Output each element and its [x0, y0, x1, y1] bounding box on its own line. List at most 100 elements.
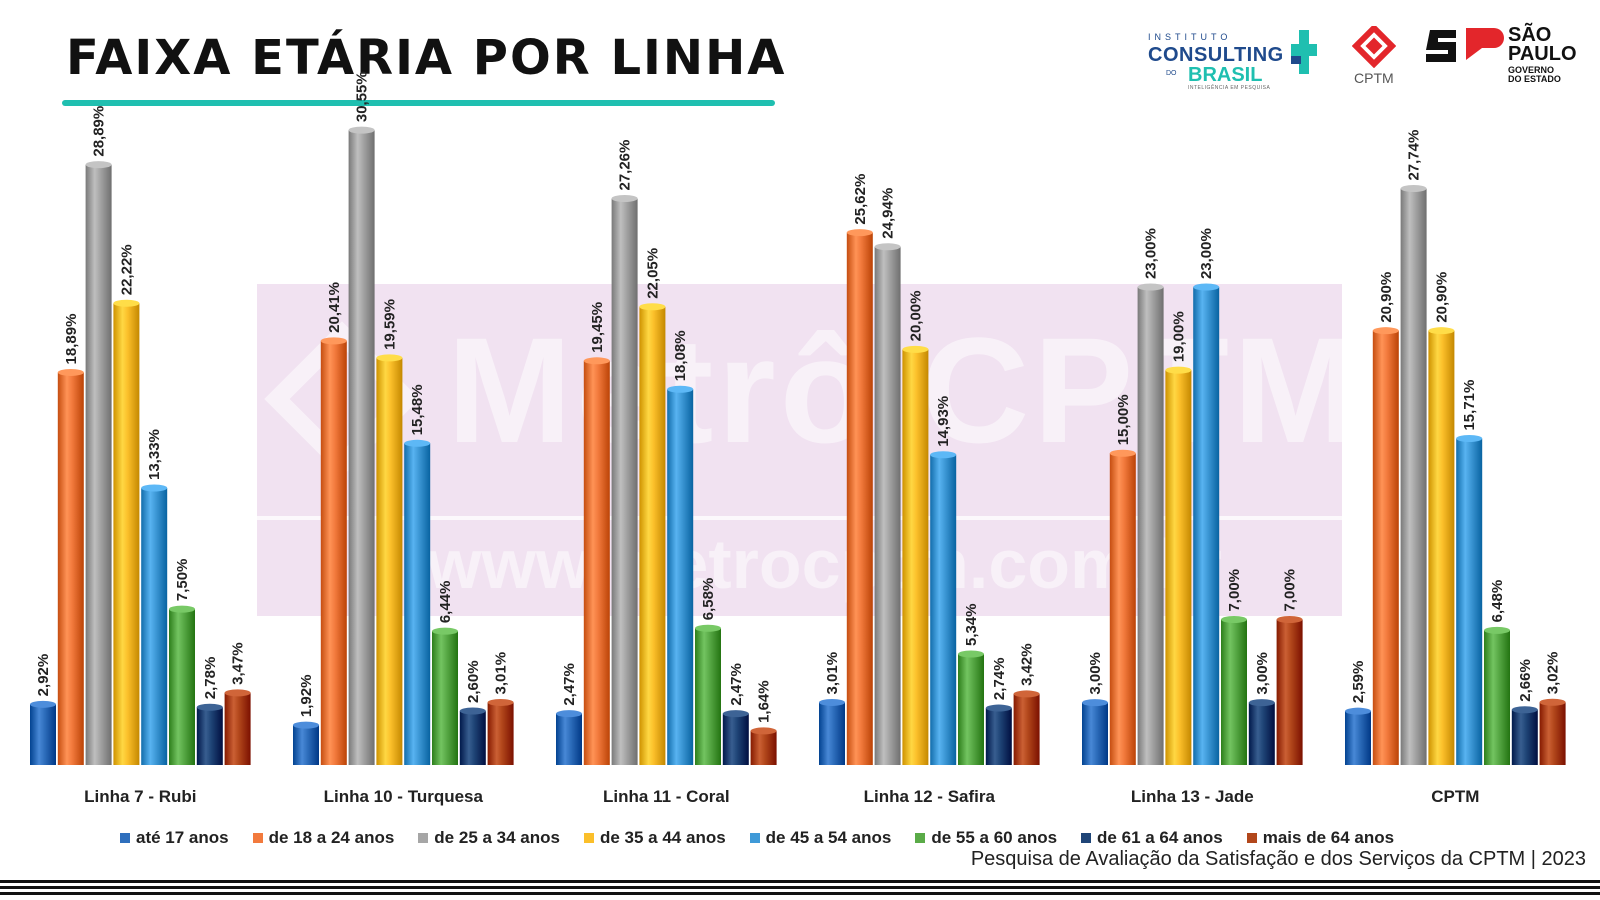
data-label: 22,05% [644, 248, 661, 299]
bar [1511, 709, 1538, 765]
watermark-divider [257, 516, 1342, 520]
legend-swatch [418, 833, 429, 843]
cptm-logo: CPTM [1351, 23, 1400, 88]
data-label: 6,44% [437, 581, 454, 624]
bar-cap [1248, 699, 1275, 707]
bar [376, 357, 403, 765]
bar [750, 730, 777, 765]
value-labels-layer: 2,92% 18,89% 28,89% 22,22% 13,33% 7,50% 2,78% 3… [35, 71, 1562, 723]
legend-label: mais de 64 anos [1262, 828, 1395, 847]
chart-legend: até 17 anos de 18 a 24 anos de 25 a 34 ano… [120, 828, 1394, 848]
data-label: 19,45% [589, 302, 606, 353]
data-label: 3,01% [824, 652, 841, 695]
bar-cap [1400, 185, 1427, 193]
bar-cap [1276, 616, 1303, 624]
data-label: 3,47% [230, 642, 247, 685]
legend-item: de 61 a 64 anos [1081, 828, 1223, 848]
bar-cap [376, 354, 403, 362]
data-label: 2,47% [561, 663, 578, 706]
bar-cap [639, 303, 666, 311]
bar-cap [459, 707, 486, 715]
bar-cap [30, 700, 56, 708]
bar-cap [1221, 616, 1247, 624]
category-label: Linha 13 - Jade [1131, 787, 1254, 806]
bar-cap [1511, 706, 1538, 714]
bar-cap [611, 195, 638, 203]
bar [1193, 287, 1220, 765]
category-labels-layer: Linha 7 - Rubi Linha 10 - Turquesa Linha 1… [84, 787, 1479, 806]
sp-logo-sub: GOVERNO DO ESTADO [1508, 66, 1561, 84]
category-label: Linha 11 - Coral [603, 787, 730, 806]
title-underline [62, 100, 775, 106]
category-label: Linha 12 - Safira [864, 787, 996, 806]
bar [487, 702, 514, 765]
bar-cap [819, 698, 845, 706]
bar [1456, 438, 1483, 765]
bar [1137, 287, 1164, 765]
data-label: 15,00% [1115, 394, 1132, 445]
sp-logo-name: SÃO PAULO [1508, 25, 1577, 64]
bar-cap [320, 337, 347, 345]
bar-cap [985, 704, 1012, 712]
bar [1248, 702, 1275, 765]
sp-logo-sub-line1: GOVERNO [1508, 65, 1555, 75]
page-title: FAIXA ETÁRIA POR LINHA [66, 30, 787, 86]
bar [1276, 619, 1303, 765]
data-label: 3,00% [1254, 652, 1271, 695]
bar-cap [404, 439, 431, 447]
data-label: 3,00% [1087, 652, 1104, 695]
bar [30, 704, 56, 765]
bar-cap [1165, 366, 1192, 374]
data-label: 2,60% [465, 660, 482, 703]
bar-cap [1345, 707, 1371, 715]
category-label: Linha 7 - Rubi [84, 787, 196, 806]
bar [57, 372, 84, 765]
bar-cap [874, 243, 901, 251]
bar-cap [487, 698, 514, 706]
instituto-consulting-logo: INSTITUTO CONSULTING DO BRASIL INTELIGÊN… [1148, 26, 1318, 91]
data-label: 2,92% [35, 654, 52, 697]
bar [1400, 188, 1427, 765]
bar [224, 692, 251, 765]
bar-cap [196, 703, 223, 711]
sao-paulo-logo: SÃO PAULO GOVERNO DO ESTADO [1426, 24, 1586, 86]
bar [667, 389, 694, 765]
bars-layer [30, 126, 1566, 766]
data-label: 30,55% [354, 71, 371, 122]
bar-cap [1428, 327, 1455, 335]
bar-cap [958, 650, 984, 658]
bar [1082, 702, 1108, 765]
legend-swatch [120, 833, 130, 843]
bar [113, 303, 140, 765]
bar [1165, 370, 1192, 765]
sp-logo-sub-line2: DO ESTADO [1508, 74, 1561, 84]
bar [459, 710, 486, 765]
data-label: 1,92% [298, 675, 315, 718]
bar [556, 713, 582, 765]
data-label: 24,94% [880, 188, 897, 239]
data-label: 1,64% [756, 680, 773, 723]
bar-cap [113, 299, 140, 307]
bar-cap [695, 624, 721, 632]
data-label: 3,01% [493, 652, 510, 695]
legend-item: de 25 a 34 anos [418, 828, 560, 848]
data-label: 20,00% [907, 291, 924, 342]
logo-instituto-small: INSTITUTO [1148, 32, 1232, 42]
data-label: 2,74% [991, 658, 1008, 701]
bar [902, 349, 929, 765]
legend-label: de 25 a 34 anos [434, 828, 560, 847]
bar-cap [1484, 626, 1510, 634]
legend-item: de 45 a 54 anos [749, 828, 891, 848]
data-label: 3,02% [1545, 652, 1562, 695]
bar-cap [1082, 699, 1108, 707]
bar [583, 360, 610, 765]
data-label: 3,42% [1019, 643, 1036, 686]
bar [639, 306, 666, 765]
bar [819, 702, 845, 765]
data-label: 19,59% [381, 299, 398, 350]
data-label: 28,89% [91, 106, 108, 157]
data-label: 18,08% [672, 330, 689, 381]
cptm-diamond-icon [1351, 23, 1397, 69]
data-label: 6,48% [1489, 580, 1506, 623]
legend-swatch [915, 833, 926, 843]
